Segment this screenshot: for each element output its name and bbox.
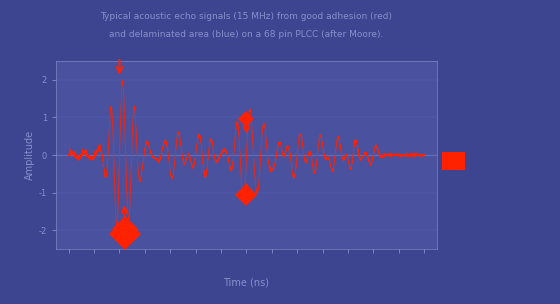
Y-axis label: Amplitude: Amplitude [25, 130, 35, 180]
Text: Typical acoustic echo signals (15 MHz) from good adhesion (red): Typical acoustic echo signals (15 MHz) f… [100, 12, 393, 21]
Text: and delaminated area (blue) on a 68 pin PLCC (after Moore).: and delaminated area (blue) on a 68 pin … [109, 30, 384, 40]
Text: Time (ns): Time (ns) [223, 278, 269, 288]
